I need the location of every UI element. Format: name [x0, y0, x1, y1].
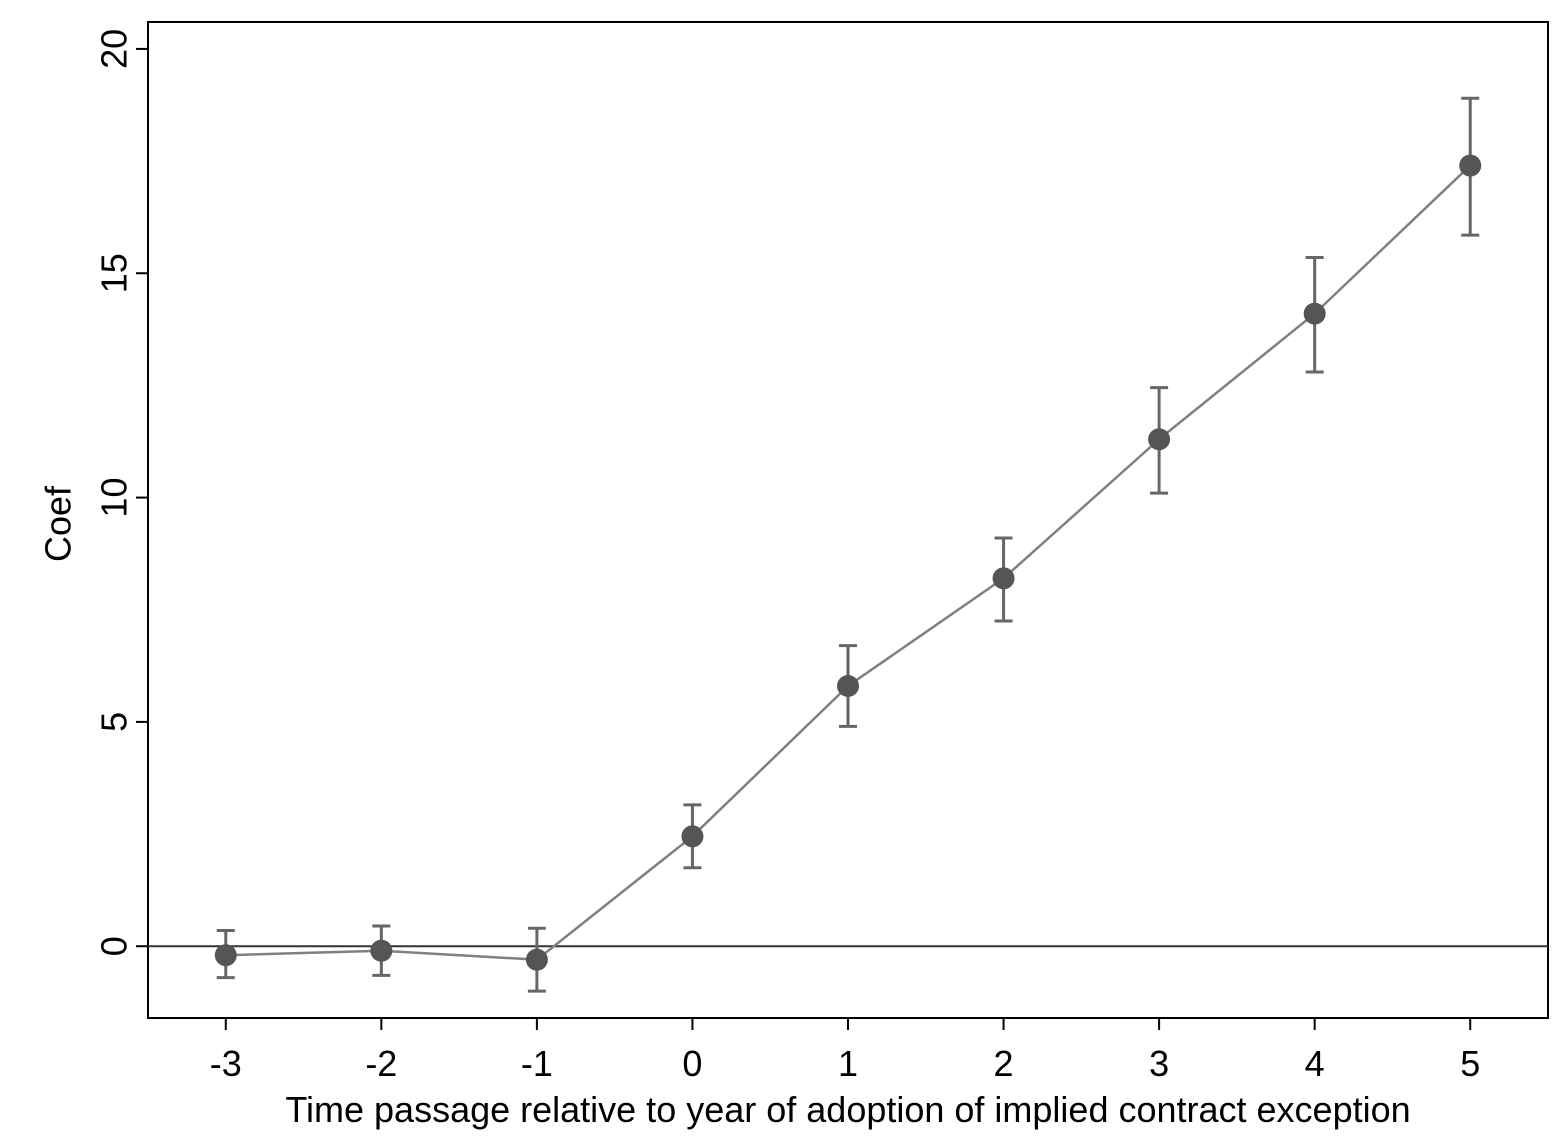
x-tick-label: -2	[365, 1043, 397, 1084]
data-point	[525, 948, 548, 971]
data-point	[1303, 302, 1326, 325]
error-bars	[216, 96, 1480, 993]
x-tick-label: 1	[838, 1043, 858, 1084]
data-point	[681, 825, 704, 848]
y-tick-label: 5	[94, 712, 135, 732]
x-tick-label: -1	[521, 1043, 553, 1084]
x-tick-label: 2	[994, 1043, 1014, 1084]
x-axis-title: Time passage relative to year of adoptio…	[285, 1089, 1410, 1130]
plot-border	[147, 21, 1549, 1019]
data-point	[992, 567, 1015, 590]
x-axis: -3 -2 -1 0 1 2 3 4 5	[210, 1018, 1480, 1084]
plot-frame	[147, 21, 1549, 1019]
data-point	[1459, 154, 1482, 177]
data-point	[214, 944, 237, 967]
series-line-group	[225, 164, 1472, 961]
x-tick-label: 4	[1305, 1043, 1325, 1084]
y-tick-label: 10	[94, 478, 135, 518]
data-point	[370, 939, 393, 962]
x-tick-label: 3	[1149, 1043, 1169, 1084]
data-point	[837, 675, 859, 697]
markers	[214, 154, 1482, 971]
x-tick-label: 0	[682, 1043, 702, 1084]
y-tick-label: 20	[94, 29, 135, 69]
x-tick-label: -3	[210, 1043, 242, 1084]
y-tick-label: 0	[94, 936, 135, 956]
y-axis: 0 5 10 15 20	[94, 29, 148, 956]
data-point	[1148, 428, 1171, 451]
x-tick-label: 5	[1460, 1043, 1480, 1084]
series-line	[225, 164, 1472, 961]
y-tick-label: 15	[94, 253, 135, 293]
y-axis-title: Coef	[38, 485, 79, 562]
